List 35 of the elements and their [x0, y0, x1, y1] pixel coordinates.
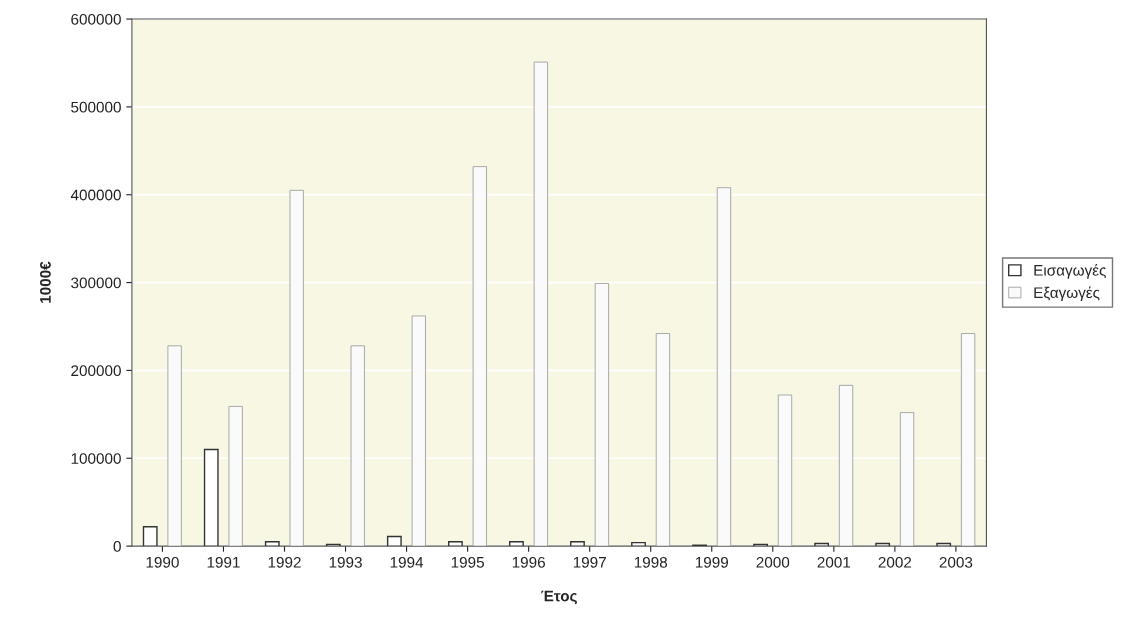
- x-tick-label: 2002: [878, 556, 912, 568]
- bar: [386, 535, 402, 547]
- bar: [570, 541, 585, 547]
- x-tick-label: 2001: [817, 556, 851, 568]
- bar: [814, 542, 830, 547]
- x-tick-label: 1993: [329, 556, 362, 568]
- bar: [509, 541, 524, 547]
- x-tick-label: 1991: [207, 556, 240, 568]
- x-tick-label: 2003: [939, 556, 973, 568]
- y-tick-label: 600000: [71, 13, 121, 25]
- y-tick-label: 400000: [70, 189, 121, 201]
- x-axis-title: Έτος: [541, 590, 577, 605]
- x-tick-label: 1998: [634, 556, 668, 568]
- x-tick-label: 1990: [146, 556, 179, 568]
- y-tick-label: 100000: [71, 453, 121, 464]
- y-tick-label: 300000: [71, 277, 121, 289]
- bar: [936, 542, 952, 547]
- x-tick-label: 2000: [756, 556, 790, 568]
- x-tick-label: 1995: [451, 556, 484, 568]
- bar: [142, 526, 158, 547]
- legend-label: Εξαγωγές: [1034, 286, 1100, 302]
- bar: [875, 542, 891, 547]
- y-tick-label: 0: [113, 540, 121, 552]
- legend-label: Εισαγωγές: [1034, 264, 1106, 279]
- x-tick-label: 1994: [390, 556, 424, 568]
- bar: [264, 541, 280, 547]
- y-tick-label: 500000: [71, 101, 121, 113]
- y-axis-title: 1000€: [40, 261, 51, 303]
- bar: [447, 541, 463, 547]
- x-tick-label: 1997: [573, 556, 606, 568]
- x-tick-label: 1996: [512, 556, 545, 568]
- x-tick-label: 1999: [695, 556, 729, 568]
- x-tick-label: 1992: [268, 556, 301, 568]
- y-tick-label: 200000: [71, 365, 121, 377]
- bar: [631, 541, 646, 547]
